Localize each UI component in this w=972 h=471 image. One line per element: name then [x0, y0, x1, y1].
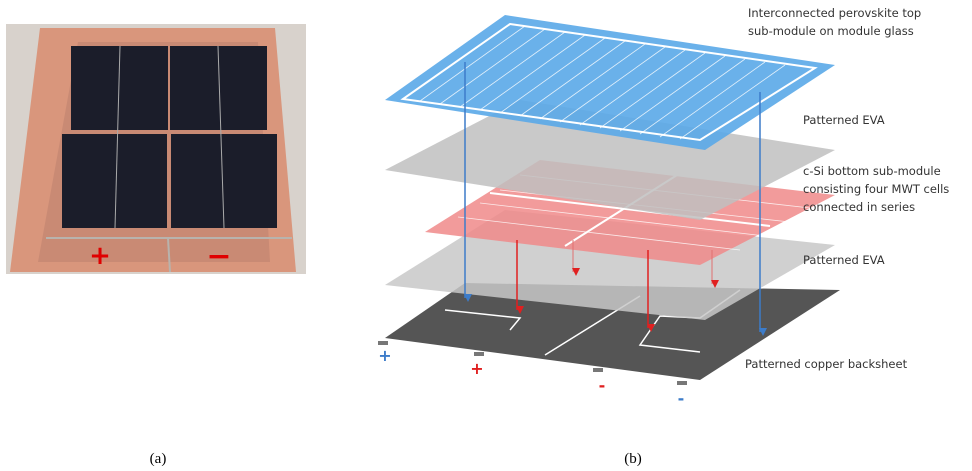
layer-stack	[378, 15, 840, 385]
caption: (a)	[150, 451, 167, 467]
layer-label: Patterned EVA	[803, 253, 885, 267]
layer-label: Patterned EVA	[803, 113, 885, 127]
layer-label: Patterned copper backsheet	[745, 357, 908, 371]
figure: + − (a) Int	[0, 0, 972, 471]
layer-label: sub-module on module glass	[748, 24, 914, 38]
layer-label: consisting four MWT cells	[803, 182, 949, 196]
minus-sign: −	[206, 239, 231, 274]
terminal-sign: -	[678, 389, 685, 408]
terminal-sign: -	[599, 376, 606, 395]
layer-label: Interconnected perovskite top	[748, 6, 921, 20]
photo	[6, 24, 306, 274]
terminal-sign: +	[470, 359, 483, 378]
caption: (b)	[624, 451, 642, 467]
plus-sign: +	[89, 241, 111, 271]
layer-label: connected in series	[803, 200, 915, 214]
layer-label: c-Si bottom sub-module	[803, 164, 941, 178]
terminal-sign: +	[378, 346, 391, 365]
